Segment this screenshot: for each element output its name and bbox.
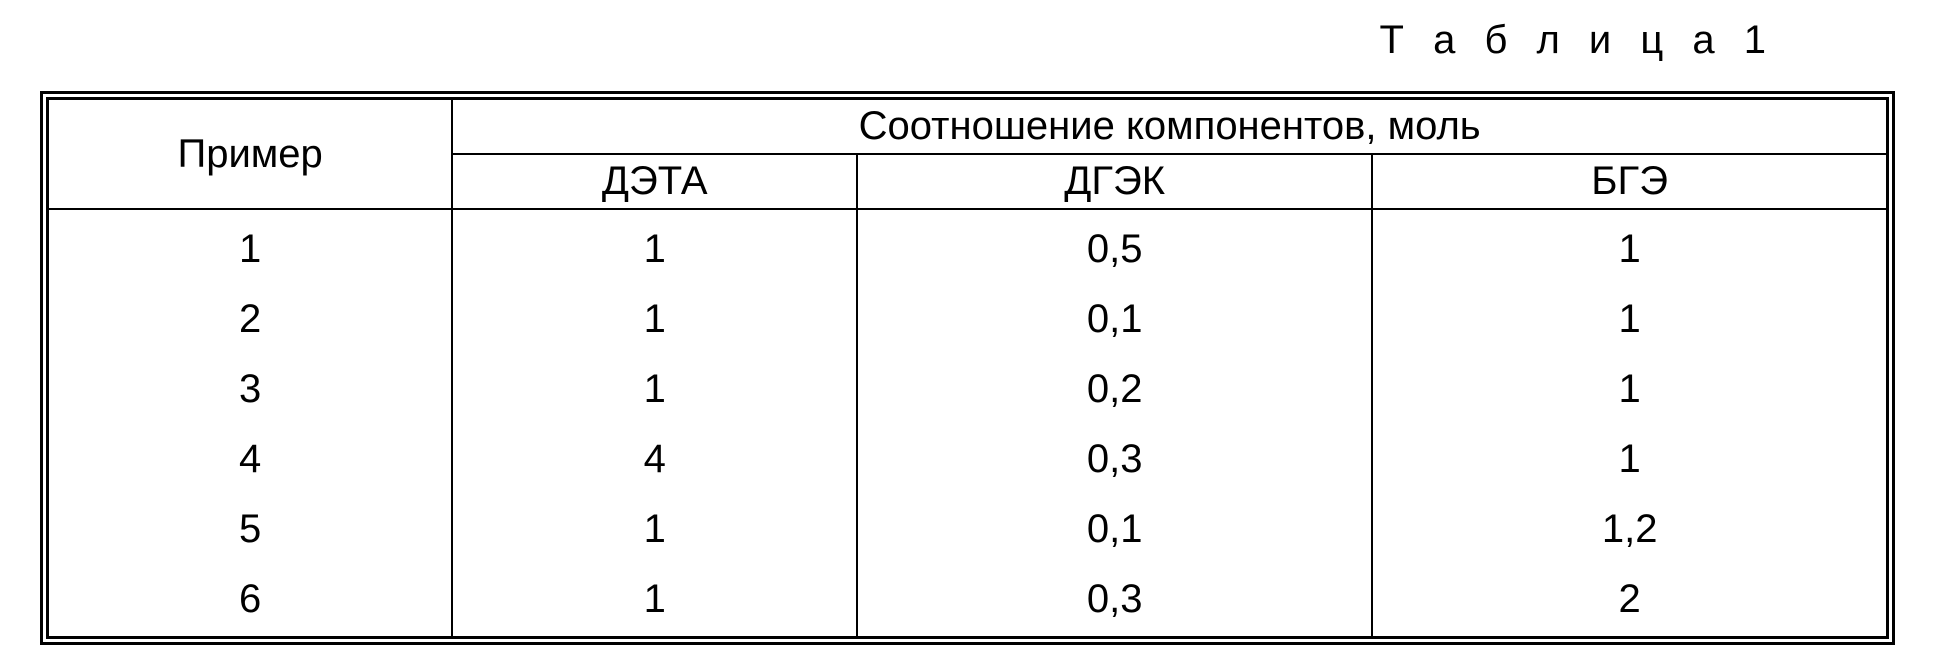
table-outer-border: Пример Соотношение компонентов, моль ДЭТ…: [40, 91, 1895, 645]
cell-example: 6: [48, 564, 453, 638]
cell-example: 1: [48, 209, 453, 284]
header-group-ratio: Соотношение компонентов, моль: [452, 99, 1887, 155]
cell-deta: 1: [452, 564, 857, 638]
cell-bge: 2: [1372, 564, 1887, 638]
cell-example: 4: [48, 424, 453, 494]
table-row: 4 4 0,3 1: [48, 424, 1888, 494]
cell-dgek: 0,5: [857, 209, 1372, 284]
ratios-table: Пример Соотношение компонентов, моль ДЭТ…: [46, 97, 1889, 639]
cell-dgek: 0,3: [857, 424, 1372, 494]
page: Т а б л и ц а 1 Пример Соотношение компо…: [0, 0, 1935, 647]
header-bge: БГЭ: [1372, 154, 1887, 209]
table-row: 5 1 0,1 1,2: [48, 494, 1888, 564]
cell-dgek: 0,1: [857, 494, 1372, 564]
cell-example: 5: [48, 494, 453, 564]
table-row: 1 1 0,5 1: [48, 209, 1888, 284]
cell-dgek: 0,1: [857, 284, 1372, 354]
cell-deta: 1: [452, 209, 857, 284]
header-deta: ДЭТА: [452, 154, 857, 209]
cell-bge: 1: [1372, 284, 1887, 354]
cell-bge: 1: [1372, 424, 1887, 494]
cell-example: 2: [48, 284, 453, 354]
header-example: Пример: [48, 99, 453, 210]
table-title: Т а б л и ц а 1: [40, 18, 1775, 63]
table-body: 1 1 0,5 1 2 1 0,1 1 3 1 0,2 1: [48, 209, 1888, 638]
cell-deta: 4: [452, 424, 857, 494]
cell-dgek: 0,2: [857, 354, 1372, 424]
cell-deta: 1: [452, 494, 857, 564]
table-header: Пример Соотношение компонентов, моль ДЭТ…: [48, 99, 1888, 210]
table-row: 3 1 0,2 1: [48, 354, 1888, 424]
cell-deta: 1: [452, 284, 857, 354]
table-row: 2 1 0,1 1: [48, 284, 1888, 354]
cell-bge: 1: [1372, 354, 1887, 424]
table-row: 6 1 0,3 2: [48, 564, 1888, 638]
cell-example: 3: [48, 354, 453, 424]
header-dgek: ДГЭК: [857, 154, 1372, 209]
cell-bge: 1,2: [1372, 494, 1887, 564]
cell-dgek: 0,3: [857, 564, 1372, 638]
cell-bge: 1: [1372, 209, 1887, 284]
cell-deta: 1: [452, 354, 857, 424]
